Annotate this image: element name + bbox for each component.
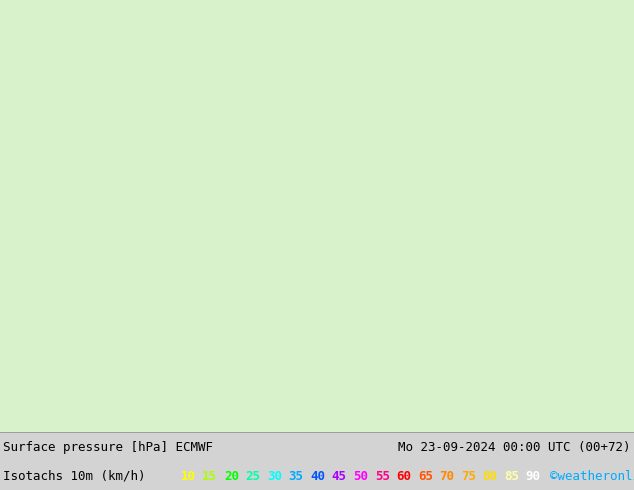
Text: 40: 40 xyxy=(310,469,325,483)
Text: 50: 50 xyxy=(353,469,368,483)
Text: 85: 85 xyxy=(504,469,519,483)
Text: 60: 60 xyxy=(396,469,411,483)
Text: 70: 70 xyxy=(439,469,455,483)
Text: Isotachs 10m (km/h): Isotachs 10m (km/h) xyxy=(3,469,146,483)
Text: 10: 10 xyxy=(181,469,196,483)
Text: 35: 35 xyxy=(288,469,304,483)
Text: 45: 45 xyxy=(332,469,347,483)
Bar xyxy=(0,432,634,490)
Text: 90: 90 xyxy=(526,469,541,483)
Text: 65: 65 xyxy=(418,469,433,483)
Text: Mo 23-09-2024 00:00 UTC (00+72): Mo 23-09-2024 00:00 UTC (00+72) xyxy=(398,441,631,454)
Text: 75: 75 xyxy=(461,469,476,483)
Text: 30: 30 xyxy=(267,469,282,483)
Text: 15: 15 xyxy=(202,469,217,483)
Text: 20: 20 xyxy=(224,469,239,483)
Text: ©weatheronline.co.uk: ©weatheronline.co.uk xyxy=(550,469,634,483)
Text: Surface pressure [hPa] ECMWF: Surface pressure [hPa] ECMWF xyxy=(3,441,213,454)
Text: 25: 25 xyxy=(245,469,261,483)
Text: 55: 55 xyxy=(375,469,390,483)
Text: 80: 80 xyxy=(482,469,498,483)
